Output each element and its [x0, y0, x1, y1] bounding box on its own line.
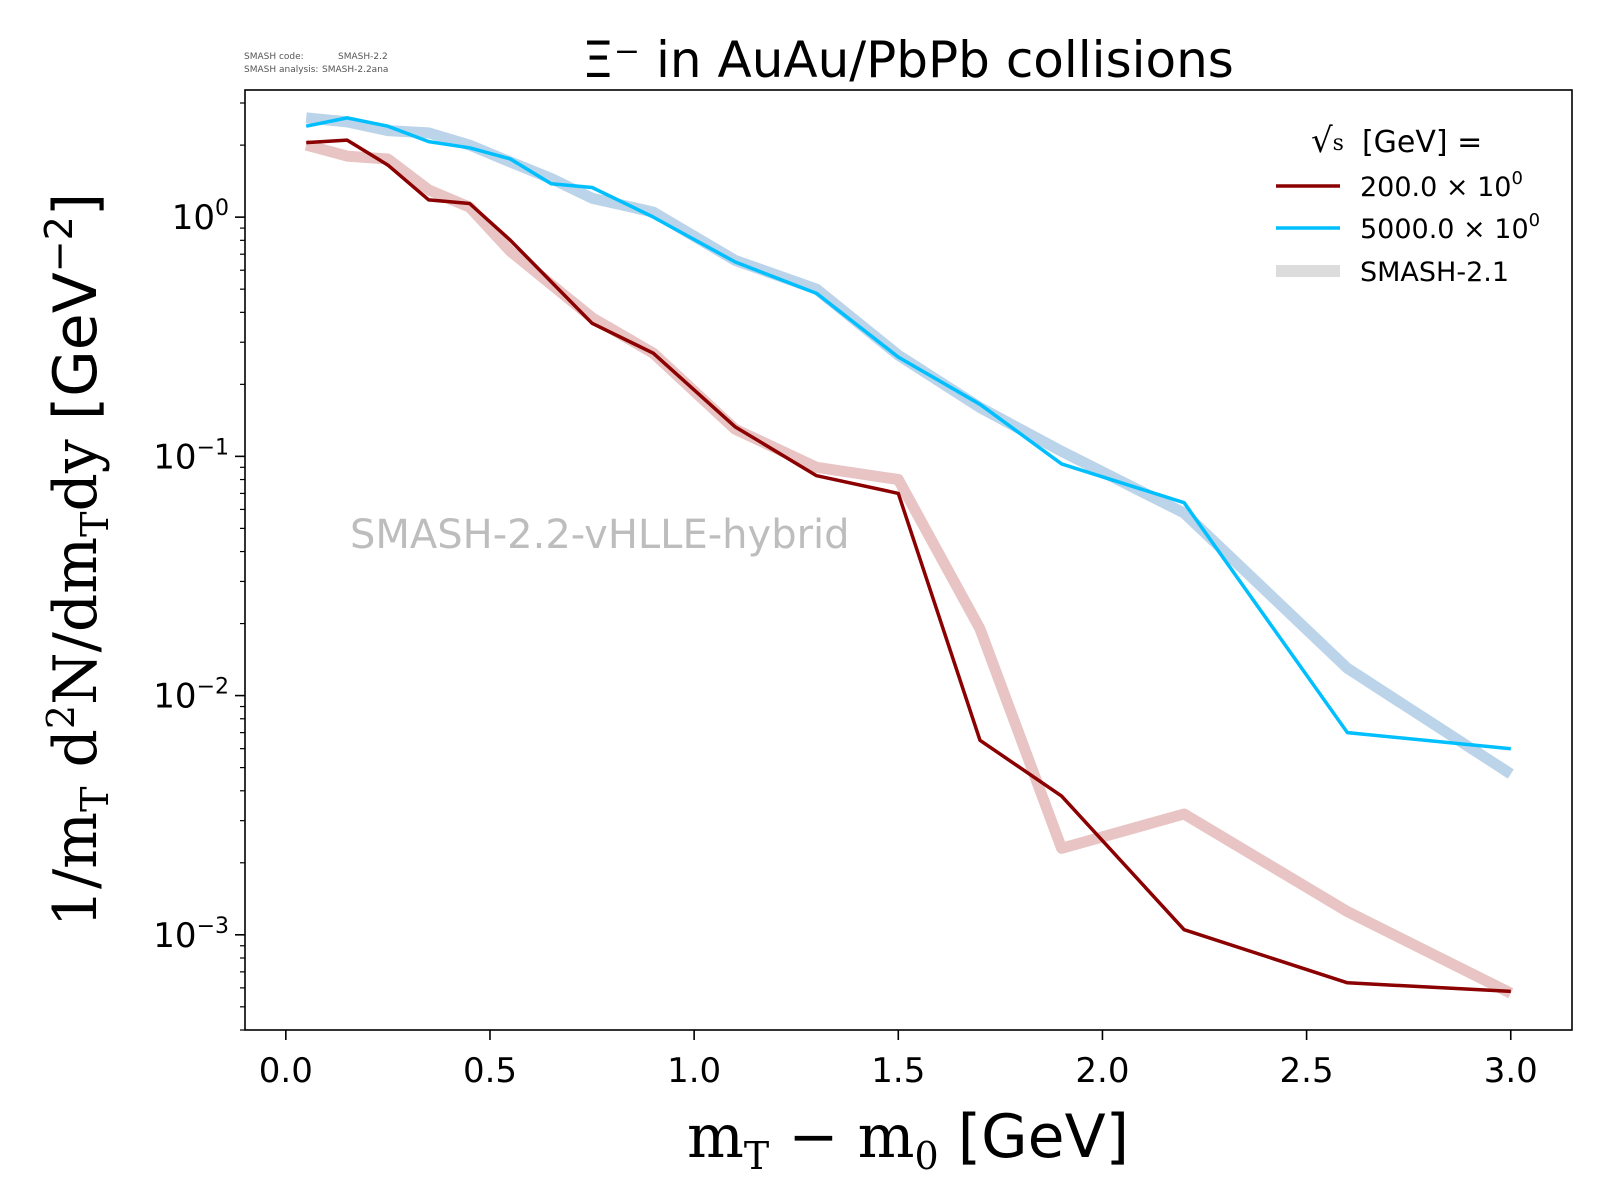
watermark: SMASH-2.2-vHLLE-hybrid	[350, 512, 850, 558]
series-layer	[304, 112, 1514, 999]
y-tick-label: 10−2	[153, 675, 229, 717]
x-tick-label: 1.0	[667, 1051, 721, 1091]
analysis-label: SMASH analysis:	[244, 65, 318, 75]
x-tick-label: 1.5	[871, 1051, 925, 1091]
analysis-value: SMASH-2.2ana	[322, 65, 388, 75]
y-axis: 100 10−1 10−2 10−3	[153, 196, 245, 956]
y-tick-label: 100	[172, 196, 229, 238]
x-axis: 0.0 0.5 1.0 1.5 2.0 2.5 3.0	[259, 1030, 1538, 1091]
x-tick-label: 0.0	[259, 1051, 313, 1091]
legend: √s [GeV] = 200.0 × 100 5000.0 × 100 SMASH…	[1276, 121, 1540, 288]
series-line-3	[305, 112, 1514, 779]
legend-label-5000: 5000.0 × 100	[1360, 210, 1540, 245]
plot-frame	[244, 89, 1573, 1031]
legend-label-200: 200.0 × 100	[1360, 168, 1523, 203]
legend-label-smash21: SMASH-2.1	[1360, 257, 1509, 288]
y-axis-label: 1/mT d2N/dmTdy [GeV−2]	[37, 193, 117, 927]
x-tick-label: 3.0	[1484, 1051, 1538, 1091]
series-line-1	[305, 116, 1511, 751]
y-tick-label: 10−3	[153, 914, 229, 956]
legend-sqrt-arg: s	[1333, 131, 1344, 156]
code-value: SMASH-2.2	[338, 52, 388, 62]
y-minor-ticks	[240, 102, 245, 1031]
legend-title-units: [GeV] =	[1362, 125, 1482, 160]
legend-title: √s [GeV] =	[1311, 121, 1482, 161]
code-label: SMASH code:	[244, 52, 304, 62]
x-tick-label: 2.5	[1280, 1051, 1334, 1091]
x-tick-label: 0.5	[463, 1051, 517, 1091]
series-line-0	[306, 138, 1511, 994]
chart-title: Ξ⁻ in AuAu/PbPb collisions	[582, 31, 1234, 89]
x-tick-label: 2.0	[1075, 1051, 1129, 1091]
legend-sqrt-sign: √	[1311, 121, 1333, 161]
y-tick-label: 10−1	[153, 435, 229, 477]
x-axis-label: mT − m0 [GeV]	[687, 1102, 1129, 1178]
